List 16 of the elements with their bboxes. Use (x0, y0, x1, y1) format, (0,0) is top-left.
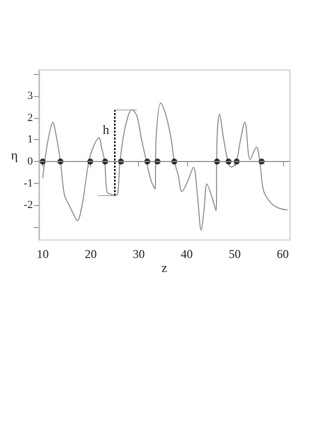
x-tick-label: 30 (132, 247, 145, 261)
y-tick-label: 2 (27, 112, 33, 124)
line-series (42, 102, 288, 231)
x-tick-label: 20 (84, 247, 97, 261)
y-tick-label: 0 (27, 156, 34, 168)
x-axis-title: z (162, 260, 168, 275)
y-tick-label: 1 (27, 134, 33, 146)
y-tick-label: 3 (27, 90, 34, 102)
x-tick-label: 50 (228, 247, 241, 261)
y-axis-title: η (10, 148, 18, 162)
y-tick-label: -1 (24, 177, 33, 190)
x-tick-label: 60 (276, 247, 289, 261)
y-tick-label: -2 (24, 199, 33, 212)
x-tick-label: 10 (36, 247, 49, 261)
annotation: h (102, 122, 110, 138)
x-tick-label: 40 (180, 247, 193, 261)
